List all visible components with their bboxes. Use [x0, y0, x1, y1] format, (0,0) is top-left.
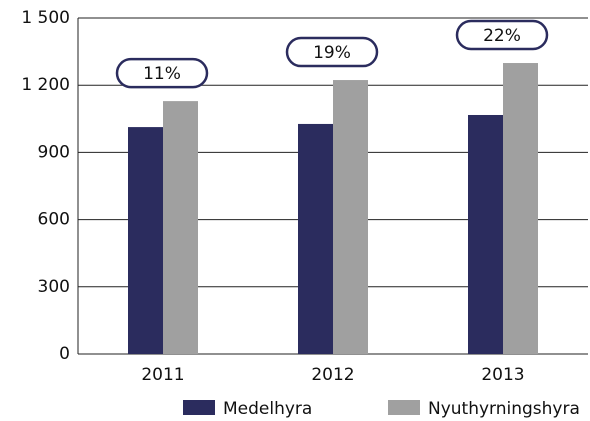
- x-tick-label: 2011: [141, 365, 184, 385]
- y-tick-label: 1 200: [21, 75, 70, 95]
- bar: [298, 123, 333, 355]
- y-tick-label: 1 500: [21, 8, 70, 28]
- annotation-bubble: [455, 19, 549, 51]
- annotation: 19%: [313, 43, 351, 63]
- annotation: 22%: [483, 26, 521, 46]
- x-tick-label: 2012: [311, 365, 354, 385]
- y-tick-label: 900: [38, 142, 70, 162]
- bar: [128, 127, 163, 354]
- y-tick-label: 300: [38, 277, 70, 297]
- y-tick-label: 600: [38, 210, 70, 230]
- y-tick-label: 0: [59, 344, 70, 364]
- bar: [503, 63, 538, 355]
- legend-label: Medelhyra: [223, 399, 312, 419]
- annotation-bubble: [285, 36, 379, 68]
- bar: [333, 80, 368, 354]
- bar: [468, 114, 503, 354]
- x-tick-label: 2013: [481, 365, 524, 385]
- legend-swatch: [183, 400, 215, 415]
- bar: [163, 101, 198, 354]
- legend-label: Nyuthyrningshyra: [428, 399, 580, 419]
- annotation-bubble: [115, 57, 209, 89]
- legend-swatch: [388, 400, 420, 415]
- annotation: 11%: [143, 64, 181, 84]
